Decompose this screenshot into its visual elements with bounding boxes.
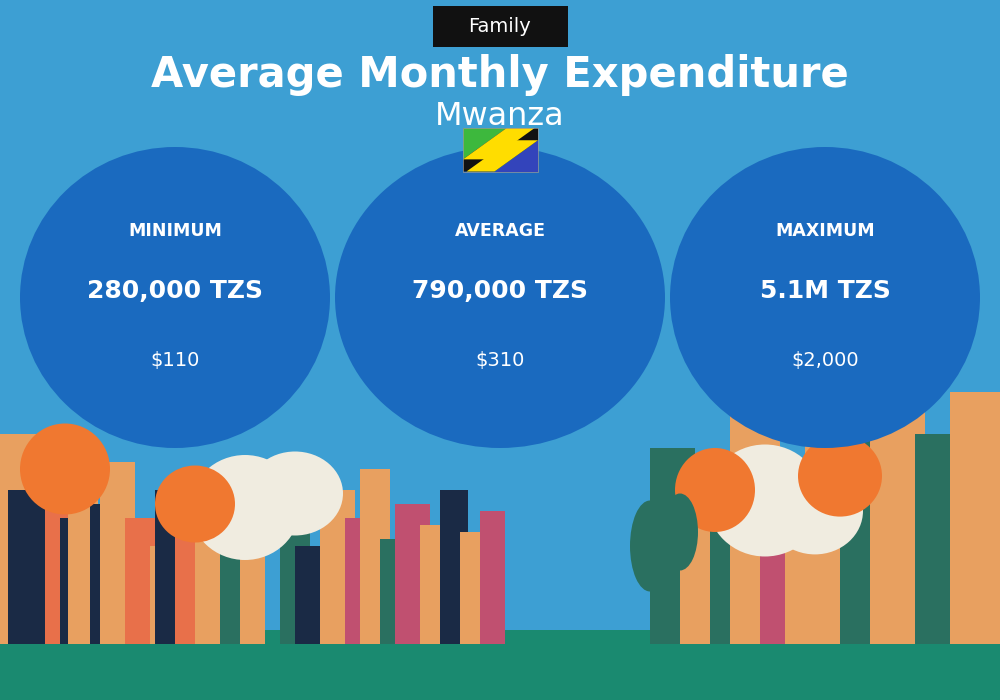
FancyBboxPatch shape	[432, 6, 568, 47]
Bar	[295, 546, 323, 644]
Text: Mwanza: Mwanza	[435, 102, 565, 132]
Bar	[650, 448, 695, 644]
Text: 790,000 TZS: 790,000 TZS	[412, 279, 588, 302]
Bar	[150, 546, 175, 644]
Ellipse shape	[247, 452, 343, 536]
Bar	[100, 462, 135, 644]
Bar	[915, 434, 955, 644]
Polygon shape	[463, 128, 538, 172]
Text: Average Monthly Expenditure: Average Monthly Expenditure	[151, 54, 849, 96]
Bar	[480, 511, 505, 644]
Polygon shape	[463, 128, 507, 160]
Ellipse shape	[335, 147, 665, 448]
Text: $110: $110	[150, 351, 200, 370]
Ellipse shape	[767, 468, 863, 554]
Bar	[240, 532, 265, 644]
Bar	[710, 462, 740, 644]
Bar	[195, 539, 230, 644]
Bar	[680, 490, 720, 644]
Polygon shape	[466, 140, 538, 172]
Bar	[175, 511, 203, 644]
Bar	[45, 462, 75, 644]
Bar	[280, 504, 310, 644]
Text: 280,000 TZS: 280,000 TZS	[87, 279, 263, 302]
Ellipse shape	[155, 466, 235, 542]
Text: AVERAGE: AVERAGE	[454, 222, 546, 240]
Ellipse shape	[670, 147, 980, 448]
Bar	[220, 490, 250, 644]
Text: MINIMUM: MINIMUM	[128, 222, 222, 240]
Bar	[463, 128, 538, 172]
Ellipse shape	[798, 435, 882, 517]
Bar	[155, 490, 185, 644]
Bar	[345, 518, 375, 644]
Bar	[60, 518, 85, 644]
Bar	[0, 434, 55, 644]
Bar	[380, 539, 405, 644]
Bar	[90, 504, 120, 644]
Bar	[870, 378, 925, 644]
Bar	[840, 434, 880, 644]
Bar	[420, 525, 450, 644]
Bar	[805, 420, 850, 644]
Bar	[125, 518, 155, 644]
Text: MAXIMUM: MAXIMUM	[775, 222, 875, 240]
Ellipse shape	[707, 444, 823, 556]
Text: $2,000: $2,000	[791, 351, 859, 370]
Text: 5.1M TZS: 5.1M TZS	[760, 279, 890, 302]
Text: Family: Family	[469, 17, 531, 36]
Bar	[460, 532, 490, 644]
Polygon shape	[495, 140, 538, 172]
Bar	[68, 476, 98, 644]
Bar	[950, 392, 1000, 644]
Ellipse shape	[662, 494, 698, 570]
Bar	[395, 504, 430, 644]
Polygon shape	[463, 128, 535, 160]
Ellipse shape	[20, 424, 110, 514]
Bar	[320, 490, 355, 644]
Bar	[760, 462, 795, 644]
Ellipse shape	[630, 500, 670, 592]
Bar	[0, 630, 1000, 700]
Bar	[730, 406, 780, 644]
Bar	[360, 469, 390, 644]
Text: $310: $310	[475, 351, 525, 370]
Ellipse shape	[20, 147, 330, 448]
Ellipse shape	[190, 455, 300, 560]
Bar	[440, 490, 468, 644]
Ellipse shape	[675, 448, 755, 532]
Bar	[785, 504, 813, 644]
Bar	[8, 490, 46, 644]
